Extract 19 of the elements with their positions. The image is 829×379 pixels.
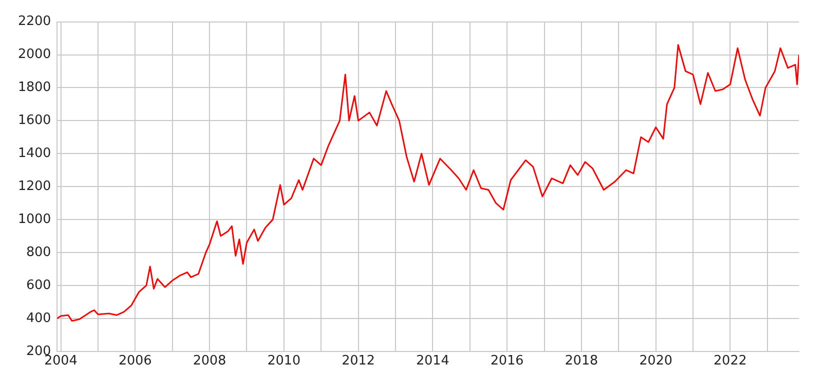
x-tick-label: 2016 xyxy=(490,354,524,369)
y-tick-label: 1800 xyxy=(18,80,52,96)
y-tick-label: 1000 xyxy=(18,212,52,227)
y-tick-label: 1200 xyxy=(18,178,52,194)
x-tick-label: 2014 xyxy=(416,354,450,369)
x-tick-label: 2018 xyxy=(564,354,598,369)
x-tick-label: 2010 xyxy=(267,354,300,369)
x-tick-label: 2022 xyxy=(714,354,747,369)
x-tick-label: 2012 xyxy=(342,354,375,369)
y-tick-label: 1400 xyxy=(18,146,52,162)
x-tick-label: 2006 xyxy=(118,354,152,369)
y-tick-label: 400 xyxy=(26,310,52,326)
y-tick-label: 2200 xyxy=(18,14,52,30)
y-tick-label: 2000 xyxy=(18,47,52,62)
x-tick-label: 2020 xyxy=(639,354,672,369)
y-tick-label: 1600 xyxy=(18,113,52,128)
y-tick-label: 800 xyxy=(26,244,52,260)
y-tick-label: 600 xyxy=(26,278,52,293)
x-tick-label: 2008 xyxy=(193,354,226,369)
